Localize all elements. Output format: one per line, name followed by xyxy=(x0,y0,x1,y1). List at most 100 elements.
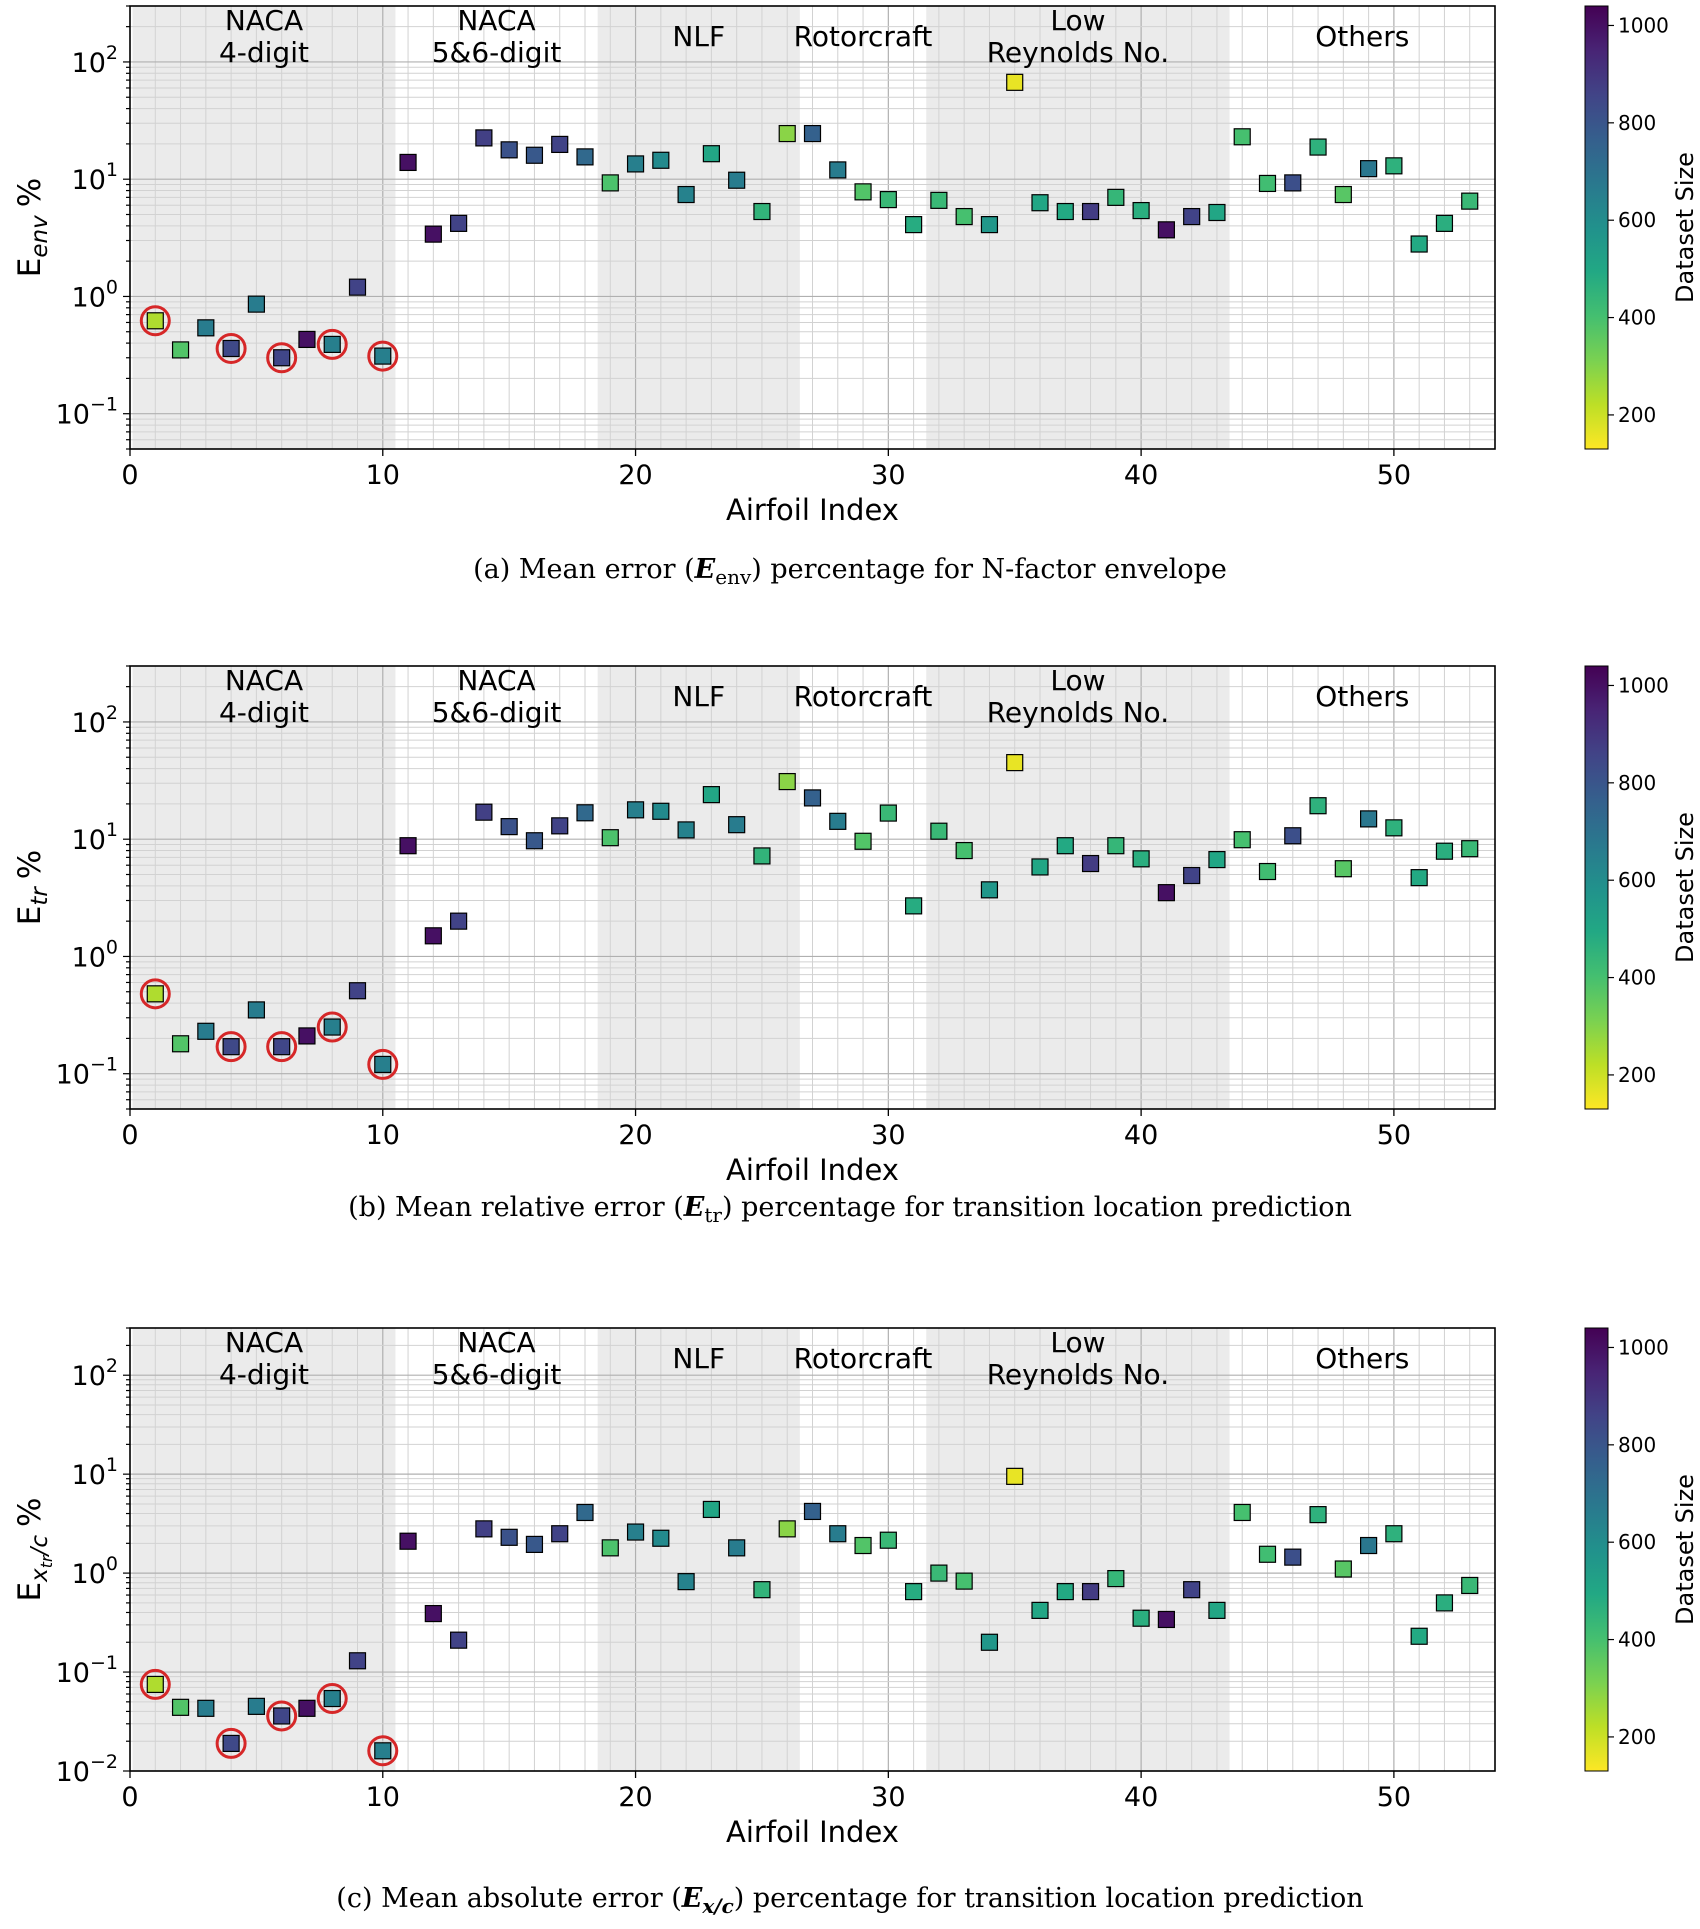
data-point xyxy=(525,146,544,164)
highlight-circle xyxy=(316,328,348,360)
x-axis-label: Airfoil Index xyxy=(726,1815,899,1849)
group-label-1: NACA 5&6-digit xyxy=(432,664,562,729)
caption-subscript: x/c xyxy=(701,1894,733,1918)
data-point xyxy=(803,124,822,143)
data-point xyxy=(854,1536,872,1555)
data-point xyxy=(1258,1545,1277,1563)
data-point xyxy=(702,1500,720,1519)
data-point xyxy=(1208,850,1226,869)
data-point xyxy=(1410,235,1428,253)
data-point xyxy=(1233,1503,1251,1522)
y-tick-label: 102 xyxy=(72,702,118,739)
data-point xyxy=(424,225,442,243)
data-point xyxy=(778,124,796,143)
highlight-circle xyxy=(367,1735,399,1767)
data-point xyxy=(854,832,872,850)
data-point xyxy=(1461,1576,1479,1595)
x-axis-label: Airfoil Index xyxy=(726,1153,899,1187)
data-point xyxy=(753,847,771,865)
data-point xyxy=(525,832,544,850)
data-point xyxy=(879,190,897,209)
data-point xyxy=(677,1573,695,1591)
y-tick-exponent: 1 xyxy=(106,819,118,841)
highlight-circle xyxy=(215,1727,247,1759)
data-point xyxy=(980,881,999,899)
data-point xyxy=(1081,1583,1100,1601)
highlight-circle xyxy=(316,1011,348,1043)
data-point xyxy=(1461,192,1479,210)
group-shade-2 xyxy=(597,666,800,1109)
x-tick-label: 50 xyxy=(1377,1120,1411,1151)
data-point xyxy=(247,1001,265,1019)
data-point xyxy=(1031,194,1049,212)
data-point xyxy=(273,349,291,367)
y-tick-exponent: 2 xyxy=(106,1355,118,1377)
group-label-line: 4-digit xyxy=(219,1358,309,1391)
group-label-line: Rotorcraft xyxy=(794,1342,933,1375)
x-tick-label: 50 xyxy=(1377,460,1411,491)
data-point xyxy=(171,1698,190,1716)
data-point xyxy=(500,1528,518,1546)
data-point xyxy=(475,803,493,821)
group-label-line: NACA xyxy=(457,1326,535,1359)
data-point xyxy=(652,151,670,169)
caption-symbol: E xyxy=(694,554,716,585)
colorbar xyxy=(1584,5,1609,450)
y-tick-base: 10 xyxy=(72,708,106,739)
group-label-line: Low xyxy=(1050,664,1105,697)
highlight-circle xyxy=(215,332,247,364)
data-point xyxy=(298,1699,316,1717)
data-point xyxy=(197,1022,215,1040)
panel-b: NACA 4-digit NACA 5&6-digit NLF Rotorcraft Low… xyxy=(0,660,1700,1280)
data-point xyxy=(1157,884,1175,902)
data-point xyxy=(905,1583,923,1601)
y-tick-label: 10−1 xyxy=(56,1054,118,1091)
group-shade-0 xyxy=(132,6,396,449)
panel-c: NACA 4-digit NACA 5&6-digit NLF Rotorcraft Low… xyxy=(0,1322,1700,1925)
data-point xyxy=(930,822,948,840)
data-point xyxy=(905,897,923,915)
data-point xyxy=(576,804,594,822)
data-point xyxy=(1410,869,1428,887)
data-point xyxy=(348,278,367,296)
data-point xyxy=(424,1604,442,1623)
caption-suffix: ) percentage for transition location pre… xyxy=(734,1883,1364,1914)
colorbar-tick-label: 1000 xyxy=(1618,673,1669,697)
group-shade-4 xyxy=(926,6,1230,449)
group-label-3: Rotorcraft xyxy=(794,680,933,713)
data-point xyxy=(702,145,720,163)
data-point xyxy=(1360,1536,1378,1555)
group-label-line: Reynolds No. xyxy=(987,36,1169,69)
data-point xyxy=(879,1531,897,1549)
plot-frame xyxy=(129,1327,1496,1772)
data-point xyxy=(803,789,822,807)
group-label-line: 5&6-digit xyxy=(432,1358,562,1391)
colorbar-tick-label: 400 xyxy=(1618,1628,1656,1652)
colorbar-tick-label: 200 xyxy=(1618,1063,1656,1087)
data-point xyxy=(753,202,771,221)
y-tick-label: 100 xyxy=(72,1553,118,1590)
data-point xyxy=(1284,174,1302,192)
group-shade-2 xyxy=(597,1328,800,1771)
data-point xyxy=(1360,160,1378,178)
data-point xyxy=(1183,207,1201,226)
data-point xyxy=(1309,1506,1327,1524)
group-shade-0 xyxy=(132,1328,396,1771)
colorbar-tick-label: 600 xyxy=(1618,208,1656,232)
data-point xyxy=(1006,1467,1024,1485)
colorbar-label: Dataset Size xyxy=(1671,812,1699,963)
y-tick-base: 10 xyxy=(72,1361,106,1392)
data-point xyxy=(1006,754,1024,772)
y-label-main: E xyxy=(12,1582,48,1602)
data-point xyxy=(273,1038,291,1056)
data-point xyxy=(576,148,594,166)
colorbar-tick-label: 800 xyxy=(1618,111,1656,135)
y-tick-label: 101 xyxy=(72,819,118,856)
group-shade-4 xyxy=(926,666,1230,1109)
data-point xyxy=(879,804,897,822)
data-point xyxy=(1461,840,1479,858)
data-point xyxy=(146,1675,164,1694)
data-point xyxy=(829,812,847,830)
highlight-circle xyxy=(367,1048,399,1080)
x-tick-label: 30 xyxy=(871,1120,905,1151)
